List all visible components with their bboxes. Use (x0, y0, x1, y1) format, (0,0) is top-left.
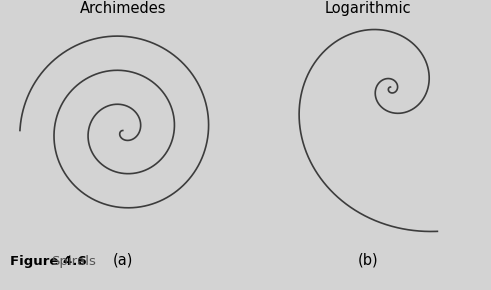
Text: (b): (b) (358, 253, 379, 268)
Text: (a): (a) (112, 253, 133, 268)
Title: Archimedes: Archimedes (80, 1, 166, 16)
Text: Figure 4.6: Figure 4.6 (10, 255, 86, 268)
Title: Logarithmic: Logarithmic (325, 1, 411, 16)
Text: Spirals: Spirals (52, 255, 96, 268)
